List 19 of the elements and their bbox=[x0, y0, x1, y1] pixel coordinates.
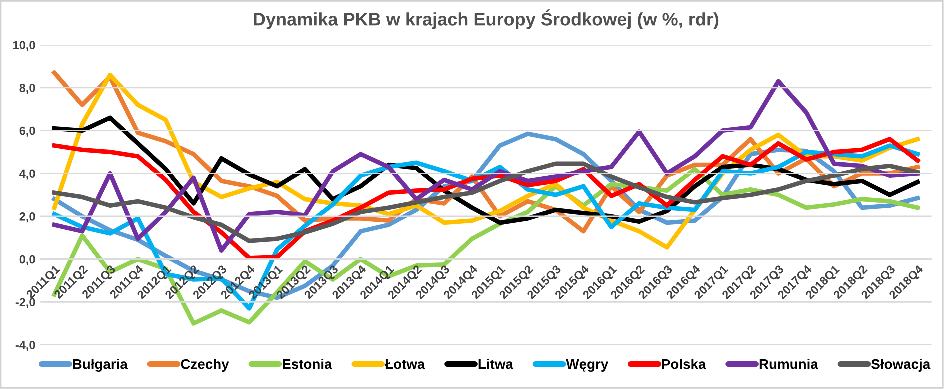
legend-label: Bułgaria bbox=[73, 359, 128, 372]
y-tick-label: 2,0 bbox=[20, 212, 36, 223]
line-series bbox=[52, 162, 920, 244]
legend-label: Estonia bbox=[283, 359, 332, 370]
legend-label: Polska bbox=[662, 359, 706, 370]
y-tick-label: -4,0 bbox=[16, 341, 36, 352]
y-tick-label: 6,0 bbox=[20, 126, 36, 137]
legend-label: Słowacja bbox=[872, 359, 931, 372]
legend-label: Rumunia bbox=[760, 359, 818, 370]
y-tick-label: 4,0 bbox=[20, 170, 36, 180]
legend-label: Łotwa bbox=[385, 360, 426, 370]
y-tick-label: -2,0 bbox=[16, 298, 36, 308]
legend-label: Litwa bbox=[478, 359, 514, 370]
y-tick-label: 0,0 bbox=[20, 255, 36, 266]
legend-label: Czechy bbox=[181, 359, 230, 372]
y-tick-label: 8,0 bbox=[20, 84, 36, 94]
y-tick-label: 10,0 bbox=[14, 41, 36, 52]
chart-title: Dynamika PKB w krajach Europy Środkowej (w %, rdr) bbox=[254, 10, 719, 30]
legend-label: Węgry bbox=[566, 360, 609, 372]
